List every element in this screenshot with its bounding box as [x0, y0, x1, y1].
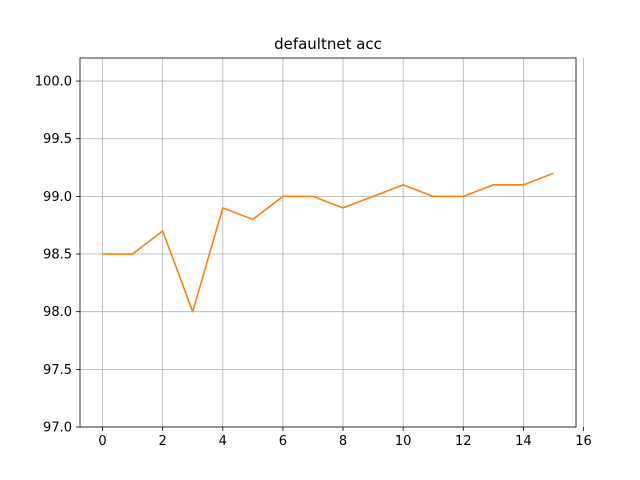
y-tick-label: 100.0 [35, 75, 72, 90]
ticks: 0 2 4 6 8 10 12 14 16 97.0 97.5 98.0 98.5 99.0 99.5 100… [35, 75, 592, 449]
x-tick-label: 0 [98, 434, 106, 449]
x-tick-label: 14 [515, 434, 532, 449]
x-tick-label: 16 [575, 434, 592, 449]
x-tick-label: 8 [339, 434, 347, 449]
x-tick-label: 12 [455, 434, 472, 449]
series-layer [102, 172, 554, 313]
y-tick-label: 99.0 [43, 190, 72, 205]
y-tick-label: 97.0 [43, 421, 72, 436]
x-tick-label: 10 [395, 434, 412, 449]
x-tick-label: 4 [219, 434, 227, 449]
chart-title: defaultnet acc [274, 35, 382, 53]
series-line [102, 172, 554, 313]
plot-area-frame [79, 57, 577, 428]
y-tick-label: 98.0 [43, 305, 72, 320]
y-tick-label: 98.5 [43, 248, 72, 263]
y-tick-label: 97.5 [43, 363, 72, 378]
grid [80, 58, 584, 428]
x-tick-label: 6 [279, 434, 287, 449]
y-tick-label: 99.5 [43, 132, 72, 147]
x-tick-label: 2 [159, 434, 167, 449]
